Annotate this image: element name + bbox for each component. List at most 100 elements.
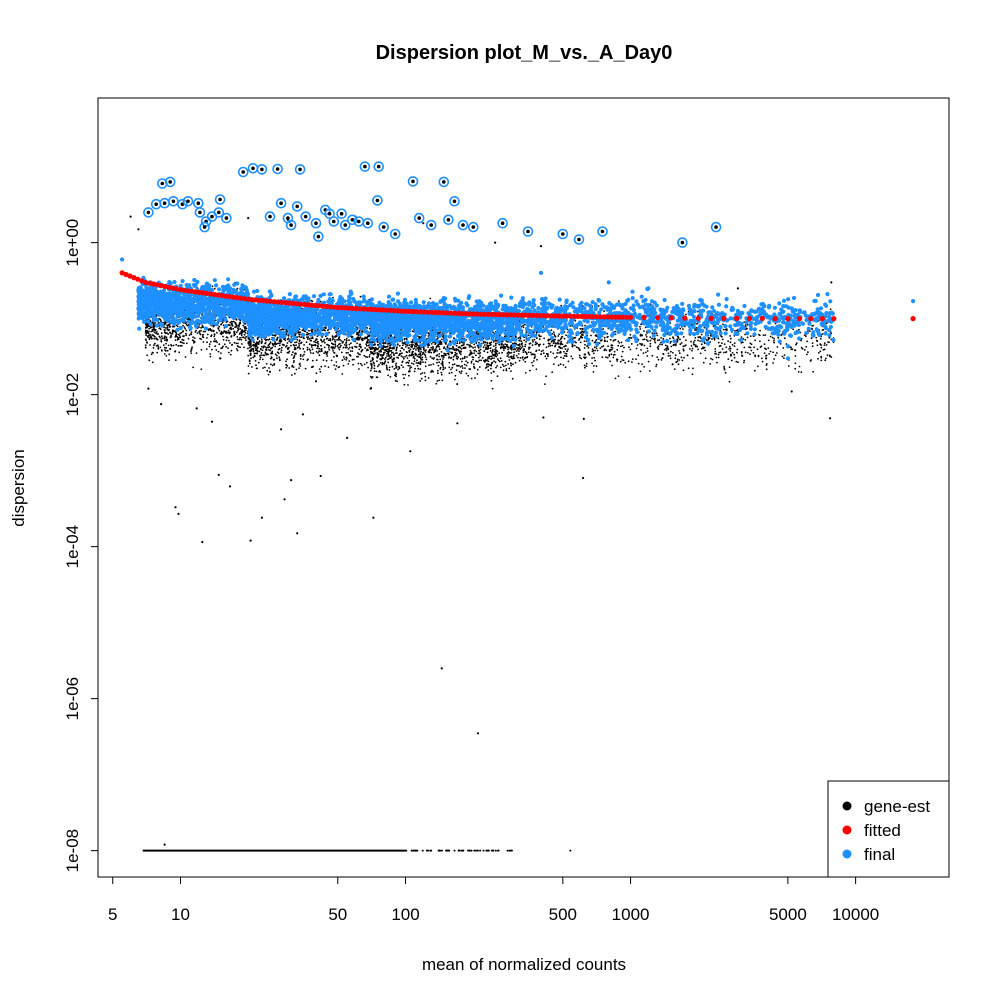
gene-est-point: [490, 368, 492, 370]
gene-est-point: [538, 334, 540, 336]
gene-est-point: [401, 355, 403, 357]
gene-est-point: [452, 364, 454, 366]
gene-est-point: [206, 337, 208, 339]
gene-est-point: [456, 383, 458, 385]
gene-est-point: [553, 341, 555, 343]
gene-est-point: [536, 337, 538, 339]
gene-est-point: [712, 359, 714, 361]
gene-est-point: [259, 340, 261, 342]
gene-est-point: [137, 228, 139, 230]
gene-est-point: [586, 363, 588, 365]
gene-est-point: [235, 343, 237, 345]
gene-est-point: [219, 330, 221, 332]
gene-est-point: [433, 352, 435, 354]
gene-est-point: [730, 348, 732, 350]
gene-est-point: [730, 338, 732, 340]
gene-est-point: [349, 347, 351, 349]
gene-est-point: [267, 353, 269, 355]
gene-est-point: [721, 342, 723, 344]
gene-est-point: [328, 347, 330, 349]
gene-est-point: [451, 357, 453, 359]
gene-est-point: [392, 366, 394, 368]
gene-est-point: [385, 343, 387, 345]
gene-est-point: [805, 346, 807, 348]
gene-est-point: [164, 329, 166, 331]
gene-est-point: [483, 350, 485, 352]
gene-est-point: [767, 347, 769, 349]
gene-est-point: [194, 337, 196, 339]
gene-est-point: [414, 371, 416, 373]
gene-est-point: [649, 336, 651, 338]
gene-est-point: [225, 346, 227, 348]
gene-est-point: [168, 353, 170, 355]
gene-est-point: [812, 345, 814, 347]
gene-est-point: [321, 349, 323, 351]
gene-est-point: [254, 344, 256, 346]
gene-est-point: [480, 349, 482, 351]
gene-est-point: [384, 358, 386, 360]
gene-est-point: [486, 344, 488, 346]
gene-est-point: [525, 344, 527, 346]
gene-est-point: [228, 352, 230, 354]
gene-est-point: [566, 353, 568, 355]
gene-est-point: [489, 364, 491, 366]
gene-est-point: [449, 340, 451, 342]
gene-est-point: [423, 347, 425, 349]
gene-est-point: [309, 348, 311, 350]
gene-est-point: [419, 368, 421, 370]
gene-est-point: [423, 353, 425, 355]
gene-est-point: [387, 374, 389, 376]
gene-est-point: [567, 348, 569, 350]
gene-est-point: [341, 352, 343, 354]
gene-est-point: [770, 351, 772, 353]
gene-est-point: [461, 348, 463, 350]
gene-est-point: [529, 343, 531, 345]
gene-est-point: [184, 326, 186, 328]
gene-est-point: [484, 344, 486, 346]
gene-est-point: [773, 358, 775, 360]
gene-est-point: [609, 360, 611, 362]
gene-est-point: [565, 366, 567, 368]
gene-est-point: [366, 342, 368, 344]
gene-est-point: [505, 346, 507, 348]
gene-est-point: [197, 332, 199, 334]
gene-est-point: [159, 337, 161, 339]
gene-est-point: [203, 341, 205, 343]
gene-est-point: [658, 359, 660, 361]
gene-est-point: [509, 359, 511, 361]
gene-est-point: [823, 349, 825, 351]
gene-est-point: [485, 348, 487, 350]
gene-est-point: [451, 372, 453, 374]
gene-est-point: [298, 367, 300, 369]
gene-est-point: [641, 334, 643, 336]
gene-est-point: [745, 351, 747, 353]
gene-est-point: [483, 341, 485, 343]
gene-est-point: [825, 358, 827, 360]
gene-est-point: [546, 358, 548, 360]
gene-est-point: [772, 337, 774, 339]
gene-est-point: [364, 347, 366, 349]
gene-est-point: [430, 364, 432, 366]
gene-est-point: [654, 340, 656, 342]
gene-est-point: [351, 346, 353, 348]
gene-est-point: [519, 340, 521, 342]
gene-est-point: [775, 354, 777, 356]
gene-est-point: [665, 345, 667, 347]
gene-est-point: [384, 360, 386, 362]
gene-est-point: [470, 354, 472, 356]
gene-est-point: [411, 342, 413, 344]
gene-est-point: [175, 334, 177, 336]
gene-est-point: [416, 347, 418, 349]
gene-est-point: [467, 375, 469, 377]
gene-est-point: [326, 354, 328, 356]
gene-est-point: [557, 349, 559, 351]
gene-est-point: [534, 356, 536, 358]
gene-est-point: [232, 328, 234, 330]
gene-est-point: [592, 340, 594, 342]
gene-est-point: [186, 330, 188, 332]
gene-est-point: [286, 358, 288, 360]
gene-est-point: [516, 355, 518, 357]
gene-est-point: [276, 357, 278, 359]
gene-est-point: [345, 345, 347, 347]
gene-est-point: [438, 365, 440, 367]
